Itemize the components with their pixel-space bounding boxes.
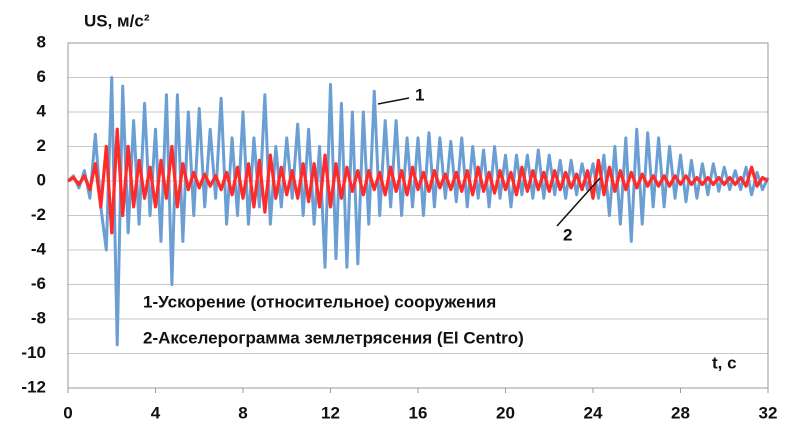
y-tick-label: -6 (31, 274, 46, 293)
y-tick-label: -4 (31, 239, 47, 258)
series-label: 2 (563, 225, 572, 244)
y-tick-label: 6 (37, 67, 46, 86)
x-axis-label: t, с (712, 353, 737, 372)
x-tick-label: 24 (584, 403, 603, 422)
y-tick-label: 0 (37, 170, 46, 189)
x-tick-label: 20 (496, 403, 515, 422)
y-tick-label: -10 (21, 343, 46, 362)
y-axis-label: US, м/с² (84, 11, 150, 30)
y-tick-label: -2 (31, 205, 46, 224)
series-line (67, 127, 769, 235)
y-tick-label: -8 (31, 308, 46, 327)
x-tick-label: 32 (759, 403, 778, 422)
x-tick-label: 8 (238, 403, 247, 422)
y-tick-label: 8 (37, 32, 46, 51)
x-tick-label: 0 (63, 403, 72, 422)
x-tick-label: 4 (151, 403, 161, 422)
annotation: 1-Ускорение (относительное) сооружения (143, 292, 496, 311)
series-label: 1 (415, 85, 424, 104)
annotation: 2-Акселерограмма землетрясения (El Centr… (143, 328, 524, 347)
x-tick-label: 28 (671, 403, 690, 422)
y-tick-label: -12 (21, 377, 46, 396)
x-tick-label: 16 (409, 403, 428, 422)
y-tick-label: 2 (37, 136, 46, 155)
y-tick-label: 4 (37, 101, 47, 120)
callout-line (556, 177, 601, 227)
callout-line (377, 97, 410, 105)
x-tick-label: 12 (321, 403, 340, 422)
